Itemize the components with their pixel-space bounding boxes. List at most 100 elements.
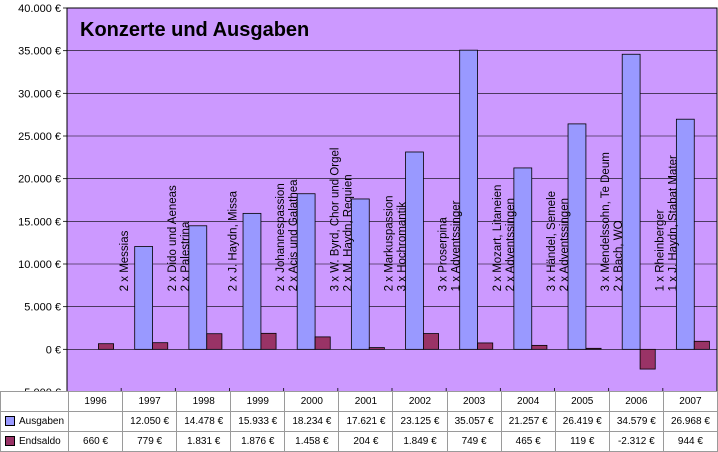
bar-ausgaben: [350, 198, 370, 350]
bar-endsaldo: [693, 340, 710, 350]
concert-annotation: 1 x Rheinberger: [654, 209, 666, 291]
value-cell: 23.125 €: [392, 411, 448, 432]
category-label: 1998: [176, 391, 232, 412]
bar-ausgaben: [134, 246, 153, 350]
category-label: 2002: [392, 391, 448, 412]
y-tick-label: 20.000 €: [18, 174, 61, 186]
value-cell: 26.968 €: [662, 411, 718, 432]
table-header-row: 1996 1997 1998 1999 2000 2001 2002 2003 2004 2005…: [0, 391, 718, 412]
concert-annotation: 2 x Acis und Galathea: [288, 179, 300, 291]
value-cell: 944 €: [662, 431, 718, 452]
concert-annotation: 2 x Bach, WO: [613, 220, 625, 291]
gridlines: [67, 50, 717, 350]
bar-endsaldo: [314, 336, 331, 350]
series-name: Endsaldo: [19, 436, 61, 447]
table-row-ausgaben: Ausgaben 12.050 €14.478 €15.933 €18.234 …: [0, 411, 718, 432]
concert-annotation: 2 x Messias: [119, 230, 131, 291]
bar-endsaldo: [260, 332, 277, 350]
value-cell: 1.458 €: [284, 431, 340, 452]
concert-annotation: 2 x Adventssingen: [559, 198, 571, 291]
y-tick-label: 5.000 €: [24, 302, 61, 314]
y-tick-label: 10.000 €: [18, 259, 61, 271]
bar-ausgaben: [513, 167, 533, 350]
value-cell: 35.057 €: [446, 411, 502, 432]
bar-endsaldo: [423, 333, 439, 350]
concert-annotation: 2 x J. Haydn, Missa: [228, 190, 240, 291]
value-cell: 34.579 €: [608, 411, 664, 432]
value-cell: 1.876 €: [230, 431, 286, 452]
category-label: 2003: [446, 391, 502, 412]
y-axis: -5.000 € 0 € 5.000 € 10.000 € 15.000 € 20.000…: [18, 3, 664, 392]
concert-annotation: 3 x Proserpina: [438, 217, 450, 292]
bar-ausgaben: [405, 151, 424, 350]
y-tick-label: 15.000 €: [18, 216, 61, 228]
category-label: 2000: [284, 391, 340, 412]
category-label: 2001: [338, 391, 394, 412]
value-cell: 18.234 €: [284, 411, 340, 432]
value-cell: 17.621 €: [338, 411, 394, 432]
chart: -5.000 € 0 € 5.000 € 10.000 € 15.000 € 20.000…: [18, 3, 718, 392]
plot-area: [66, 7, 718, 392]
value-cell: 15.933 €: [230, 411, 286, 432]
concert-annotation: 2 x Markuspassion: [384, 195, 396, 291]
category-label: 1996: [67, 391, 124, 412]
value-cell: 749 €: [446, 431, 502, 452]
category-label: 2005: [554, 391, 610, 412]
bar-endsaldo: [368, 347, 385, 350]
category-label: 1999: [230, 391, 286, 412]
row-label-endsaldo: Endsaldo: [0, 431, 69, 452]
ausgaben-legend-swatch: [5, 416, 15, 427]
table-row-endsaldo: Endsaldo 660 €779 €1.831 €1.876 €1.458 €…: [0, 431, 718, 452]
value-cell: 779 €: [122, 431, 178, 452]
concert-annotation: 3 x Hochromantik: [397, 202, 409, 292]
bar-ausgaben: [567, 123, 587, 350]
bar-ausgaben: [296, 193, 316, 350]
value-cell: 119 €: [554, 431, 610, 452]
value-cell: 14.478 €: [176, 411, 232, 432]
category-label: 1997: [122, 391, 178, 412]
bar-endsaldo: [477, 342, 494, 350]
bar-endsaldo: [585, 347, 602, 350]
bars: [98, 49, 710, 370]
category-label: 2007: [662, 391, 718, 412]
y-tick-label: 30.000 €: [18, 88, 61, 100]
bar-ausgaben: [188, 225, 208, 350]
y-tick-label: 0 €: [46, 344, 61, 356]
bar-ausgaben: [242, 212, 262, 350]
series-name: Ausgaben: [19, 416, 65, 427]
concert-annotation: 2 x Johannespassion: [275, 183, 287, 291]
bar-endsaldo: [152, 342, 169, 350]
bar-endsaldo: [639, 348, 656, 370]
concert-annotation: 1 x J. Haydn, Stabat Mater: [667, 155, 679, 291]
bar-endsaldo: [98, 343, 114, 350]
concert-annotation: 2 x M. Haydn, Requien: [342, 174, 354, 291]
concert-annotation: 2 x Palestrina: [180, 221, 192, 291]
value-cell: 1.831 €: [176, 431, 232, 452]
concert-annotation: 3 x W. Byrd, Chor und Orgel: [329, 148, 341, 292]
value-cell: 204 €: [338, 431, 394, 452]
value-cell: 465 €: [500, 431, 556, 452]
chart-title: Konzerte und Ausgaben: [80, 19, 309, 41]
bar-endsaldo: [531, 344, 548, 350]
value-cell: [67, 411, 124, 432]
value-cell: -2.312 €: [608, 431, 664, 452]
value-cell: 1.849 €: [392, 431, 448, 452]
category-label: 2004: [500, 391, 556, 412]
concert-annotation: 3 x Händel, Semele: [546, 191, 558, 291]
bar-ausgaben: [621, 53, 641, 350]
y-tick-label: 40.000 €: [18, 3, 61, 15]
endsaldo-legend-swatch: [5, 436, 15, 447]
value-cell: 21.257 €: [500, 411, 556, 432]
table-corner-cell: [0, 391, 69, 412]
y-tick-label: -5.000 €: [21, 387, 61, 392]
concert-annotation: 1 x Adventssinger: [451, 200, 463, 291]
concert-annotation: 2 x Dido und Aeneas: [167, 185, 179, 291]
value-cell: 660 €: [67, 431, 124, 452]
concert-annotation: 2 x Adventssingen: [505, 198, 517, 291]
value-cell: 26.419 €: [554, 411, 610, 432]
y-tick-label: 25.000 €: [18, 131, 61, 143]
concert-annotation: 2 x Mozart, Litaneien: [492, 185, 504, 292]
value-cell: 12.050 €: [122, 411, 178, 432]
bar-ausgaben: [675, 118, 695, 350]
bar-endsaldo: [206, 333, 223, 350]
